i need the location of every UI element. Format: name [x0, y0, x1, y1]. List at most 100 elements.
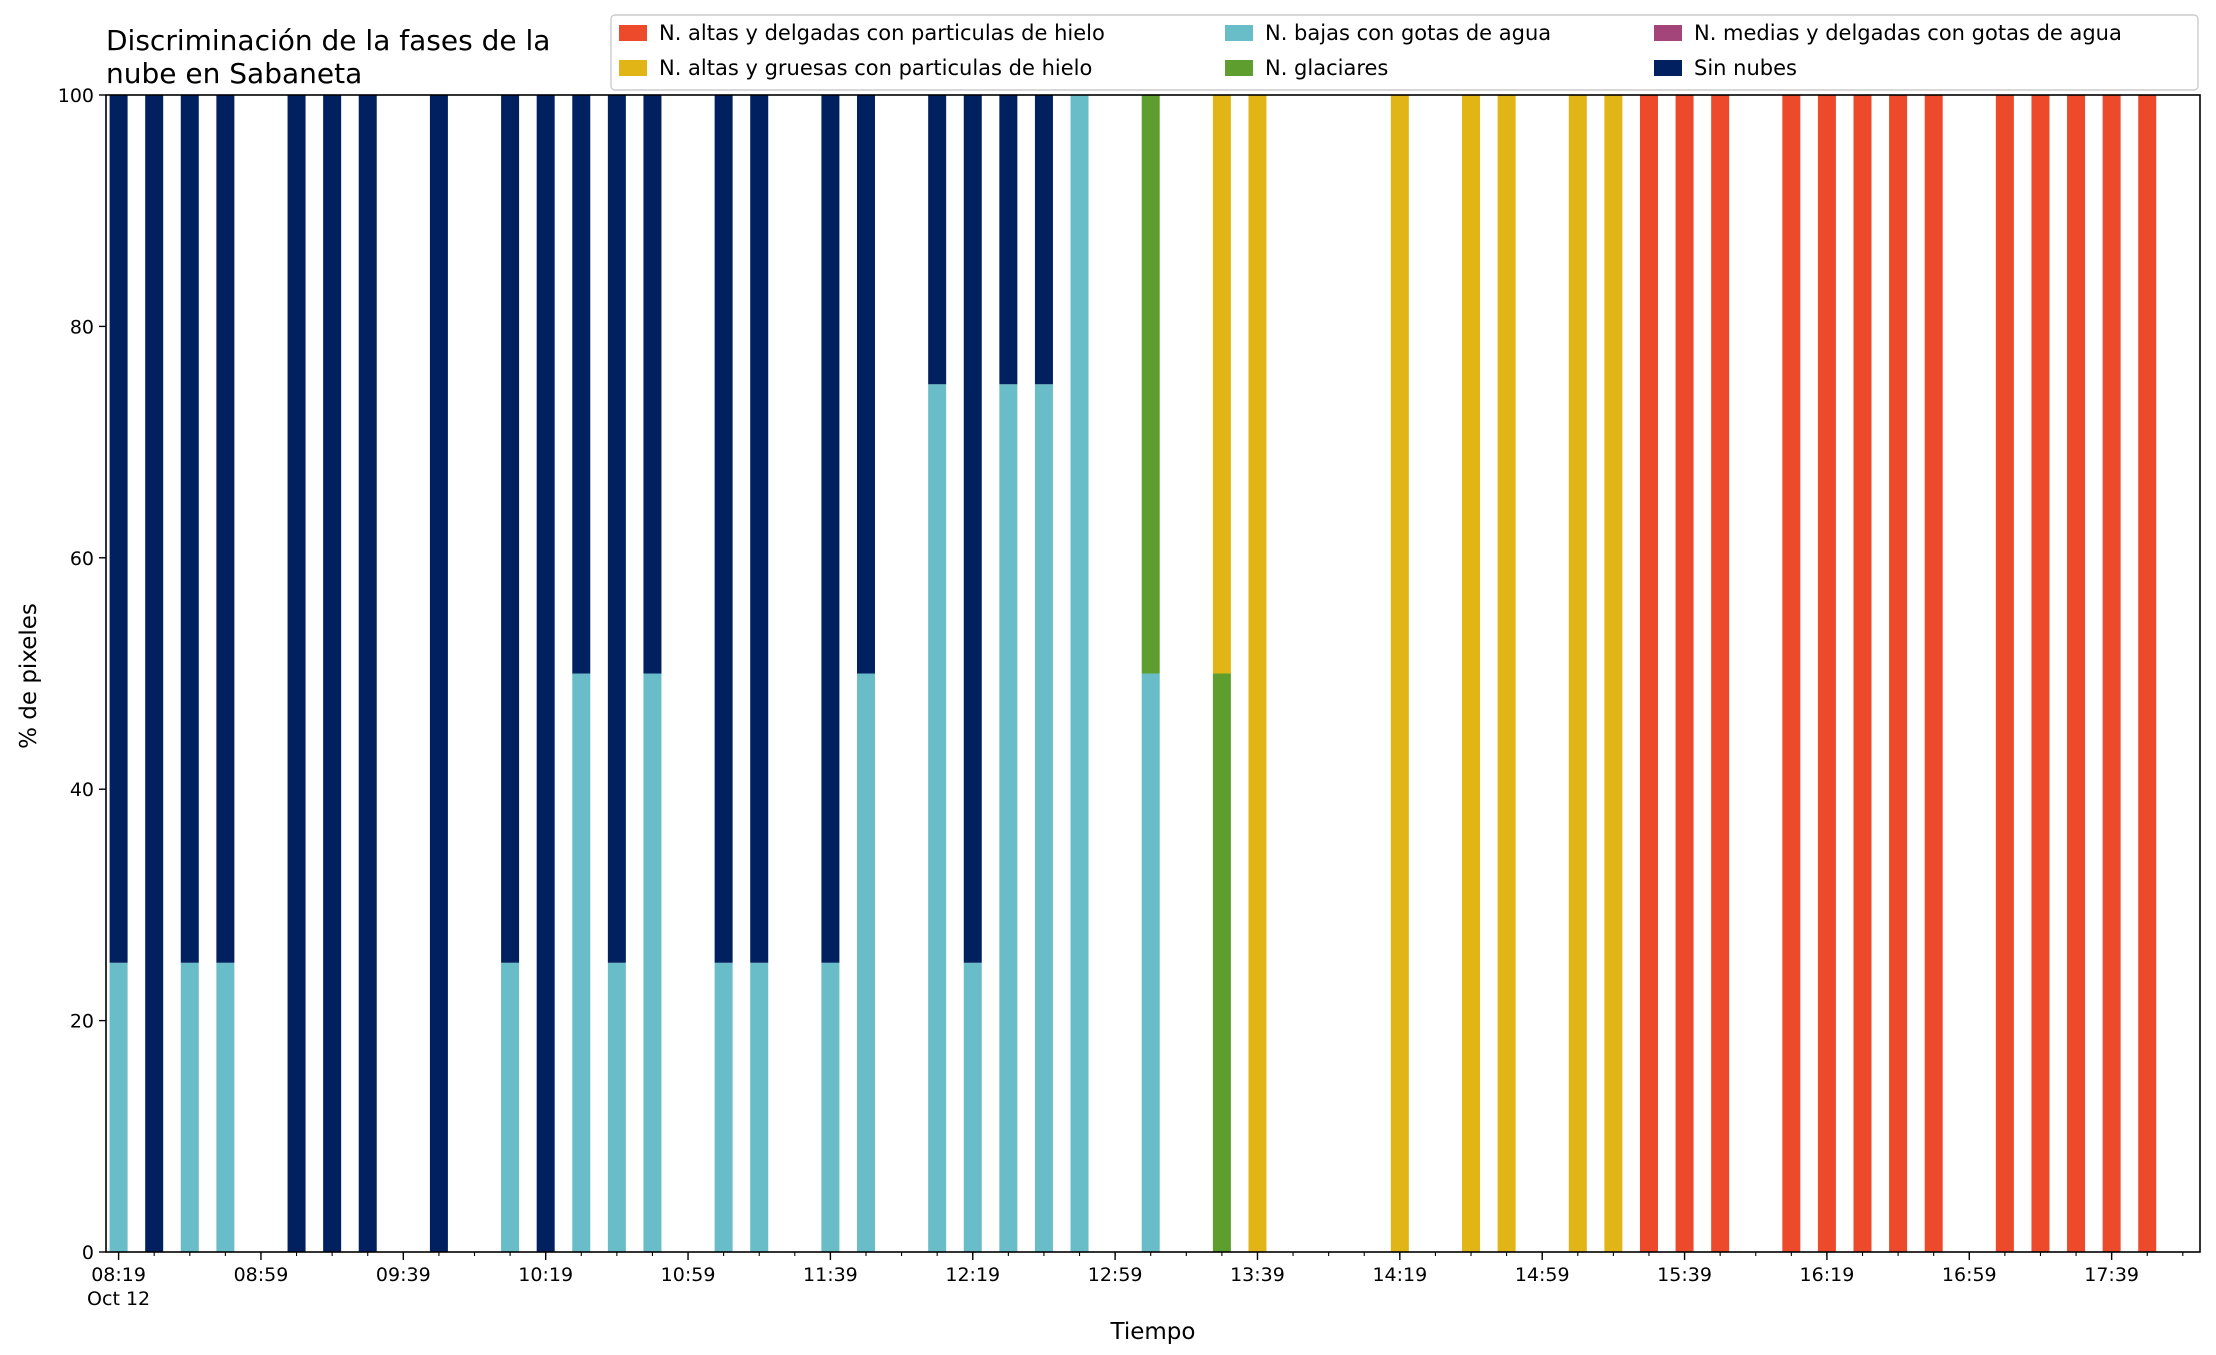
bar-segment-16-n-bajas-con-gotas-de-agua: [856, 673, 875, 1252]
x-tick-label-15:39: 15:39: [1657, 1264, 1712, 1286]
bar-segment-21-n-bajas-con-gotas-de-agua: [1070, 95, 1089, 1252]
x-tick-label-11:39: 11:39: [803, 1264, 858, 1286]
bar-segment-10-n-bajas-con-gotas-de-agua: [572, 673, 591, 1252]
bar-segment-28-n-altas-y-gruesas-con-particulas-de-hielo: [1568, 95, 1587, 1252]
legend-label-5: Sin nubes: [1694, 56, 1797, 80]
bar-segment-26-n-altas-y-gruesas-con-particulas-de-hielo: [1462, 95, 1481, 1252]
bar-segment-2-sin-nubes: [180, 95, 199, 963]
bar-segment-16-sin-nubes: [856, 95, 875, 674]
x-tick-date-label: Oct 12: [87, 1288, 150, 1310]
x-tick-label-14:59: 14:59: [1515, 1264, 1570, 1286]
bar-segment-2-n-bajas-con-gotas-de-agua: [180, 962, 199, 1252]
bar-segment-4-sin-nubes: [287, 95, 306, 1252]
y-tick-label-0: 0: [82, 1242, 94, 1264]
bar-segment-41-n-altas-y-delgadas-con-particulas-de-hielo: [2102, 95, 2121, 1252]
bar-segment-12-n-bajas-con-gotas-de-agua: [643, 673, 662, 1252]
bar-segment-20-sin-nubes: [1034, 95, 1053, 385]
bar-segment-0-sin-nubes: [109, 95, 128, 963]
y-tick-label-40: 40: [70, 779, 94, 801]
bar-segment-1-sin-nubes: [145, 95, 164, 1252]
legend-label-0: N. altas y delgadas con particulas de hi…: [659, 21, 1105, 45]
bar-segment-14-sin-nubes: [750, 95, 769, 963]
bar-segment-11-n-bajas-con-gotas-de-agua: [607, 962, 626, 1252]
bar-segment-33-n-altas-y-delgadas-con-particulas-de-hielo: [1782, 95, 1801, 1252]
x-tick-label-10:59: 10:59: [661, 1264, 716, 1286]
bar-segment-22-n-bajas-con-gotas-de-agua: [1141, 673, 1160, 1252]
y-tick-label-60: 60: [70, 548, 94, 570]
legend-label-1: N. altas y gruesas con particulas de hie…: [659, 56, 1092, 80]
bar-segment-7-sin-nubes: [429, 95, 448, 1252]
bar-segment-10-sin-nubes: [572, 95, 591, 674]
bar-segment-36-n-altas-y-delgadas-con-particulas-de-hielo: [1889, 95, 1908, 1252]
bar-segment-3-n-bajas-con-gotas-de-agua: [216, 962, 235, 1252]
legend-swatch-3: [1225, 60, 1253, 76]
y-tick-label-100: 100: [58, 85, 94, 107]
bar-segment-19-sin-nubes: [999, 95, 1018, 385]
bar-segment-13-sin-nubes: [714, 95, 733, 963]
bar-segment-15-sin-nubes: [821, 95, 840, 963]
x-tick-label-09:39: 09:39: [376, 1264, 431, 1286]
x-tick-label-08:59: 08:59: [234, 1264, 289, 1286]
chart-title-line-1: Discriminación de la fases de la: [106, 24, 550, 57]
bar-segment-12-sin-nubes: [643, 95, 662, 674]
bar-segment-0-n-bajas-con-gotas-de-agua: [109, 962, 128, 1252]
bar-segment-32-n-altas-y-delgadas-con-particulas-de-hielo: [1711, 95, 1730, 1252]
bar-segment-11-sin-nubes: [607, 95, 626, 963]
legend: N. altas y delgadas con particulas de hi…: [610, 14, 2199, 91]
legend-swatch-1: [619, 60, 647, 76]
bar-segment-25-n-altas-y-gruesas-con-particulas-de-hielo: [1390, 95, 1409, 1252]
x-axis-label: Tiempo: [1110, 1319, 1196, 1345]
bar-segment-17-n-bajas-con-gotas-de-agua: [928, 384, 947, 1252]
chart-title-line-2: nube en Sabaneta: [106, 57, 362, 90]
bar-segment-27-n-altas-y-gruesas-con-particulas-de-hielo: [1497, 95, 1516, 1252]
bar-segment-35-n-altas-y-delgadas-con-particulas-de-hielo: [1853, 95, 1872, 1252]
legend-box: [610, 14, 2199, 91]
bar-segment-23-n-glaciares: [1212, 673, 1231, 1252]
bar-segment-42-n-altas-y-delgadas-con-particulas-de-hielo: [2138, 95, 2157, 1252]
bar-segment-22-n-glaciares: [1141, 95, 1160, 674]
bar-segment-9-sin-nubes: [536, 95, 555, 1252]
bar-segment-38-n-altas-y-delgadas-con-particulas-de-hielo: [1995, 95, 2014, 1252]
y-axis-label: % de pixeles: [16, 603, 42, 749]
bar-segment-14-n-bajas-con-gotas-de-agua: [750, 962, 769, 1252]
bar-segment-20-n-bajas-con-gotas-de-agua: [1034, 384, 1053, 1252]
bar-segment-34-n-altas-y-delgadas-con-particulas-de-hielo: [1817, 95, 1836, 1252]
x-tick-label-08:19: 08:19: [91, 1264, 146, 1286]
x-tick-label-12:59: 12:59: [1088, 1264, 1143, 1286]
x-tick-label-17:39: 17:39: [2084, 1264, 2139, 1286]
bars-layer: [109, 95, 2157, 1252]
y-tick-label-20: 20: [70, 1011, 94, 1033]
x-tick-label-13:39: 13:39: [1230, 1264, 1285, 1286]
bar-segment-18-sin-nubes: [963, 95, 982, 963]
bar-segment-19-n-bajas-con-gotas-de-agua: [999, 384, 1018, 1252]
legend-swatch-2: [1225, 25, 1253, 41]
bar-segment-18-n-bajas-con-gotas-de-agua: [963, 962, 982, 1252]
bar-segment-17-sin-nubes: [928, 95, 947, 385]
legend-swatch-0: [619, 25, 647, 41]
x-tick-label-16:59: 16:59: [1942, 1264, 1997, 1286]
bar-segment-15-n-bajas-con-gotas-de-agua: [821, 962, 840, 1252]
bar-segment-37-n-altas-y-delgadas-con-particulas-de-hielo: [1924, 95, 1943, 1252]
x-tick-label-16:19: 16:19: [1800, 1264, 1855, 1286]
bar-segment-8-n-bajas-con-gotas-de-agua: [501, 962, 520, 1252]
bar-segment-31-n-altas-y-delgadas-con-particulas-de-hielo: [1675, 95, 1694, 1252]
bar-segment-6-sin-nubes: [358, 95, 377, 1252]
plot-frame: [105, 94, 2201, 1253]
bar-segment-13-n-bajas-con-gotas-de-agua: [714, 962, 733, 1252]
bar-segment-3-sin-nubes: [216, 95, 235, 963]
legend-swatch-5: [1654, 60, 1682, 76]
y-tick-label-80: 80: [70, 316, 94, 338]
bar-segment-23-n-altas-y-gruesas-con-particulas-de-hielo: [1212, 95, 1231, 674]
x-tick-label-14:19: 14:19: [1372, 1264, 1427, 1286]
legend-label-2: N. bajas con gotas de agua: [1265, 21, 1551, 45]
legend-swatch-4: [1654, 25, 1682, 41]
bar-segment-39-n-altas-y-delgadas-con-particulas-de-hielo: [2031, 95, 2050, 1252]
bar-segment-30-n-altas-y-delgadas-con-particulas-de-hielo: [1639, 95, 1658, 1252]
x-tick-label-10:19: 10:19: [518, 1264, 573, 1286]
bar-segment-8-sin-nubes: [501, 95, 520, 963]
bar-segment-40-n-altas-y-delgadas-con-particulas-de-hielo: [2067, 95, 2086, 1252]
bar-segment-29-n-altas-y-gruesas-con-particulas-de-hielo: [1604, 95, 1623, 1252]
bar-segment-24-n-altas-y-gruesas-con-particulas-de-hielo: [1248, 95, 1267, 1252]
